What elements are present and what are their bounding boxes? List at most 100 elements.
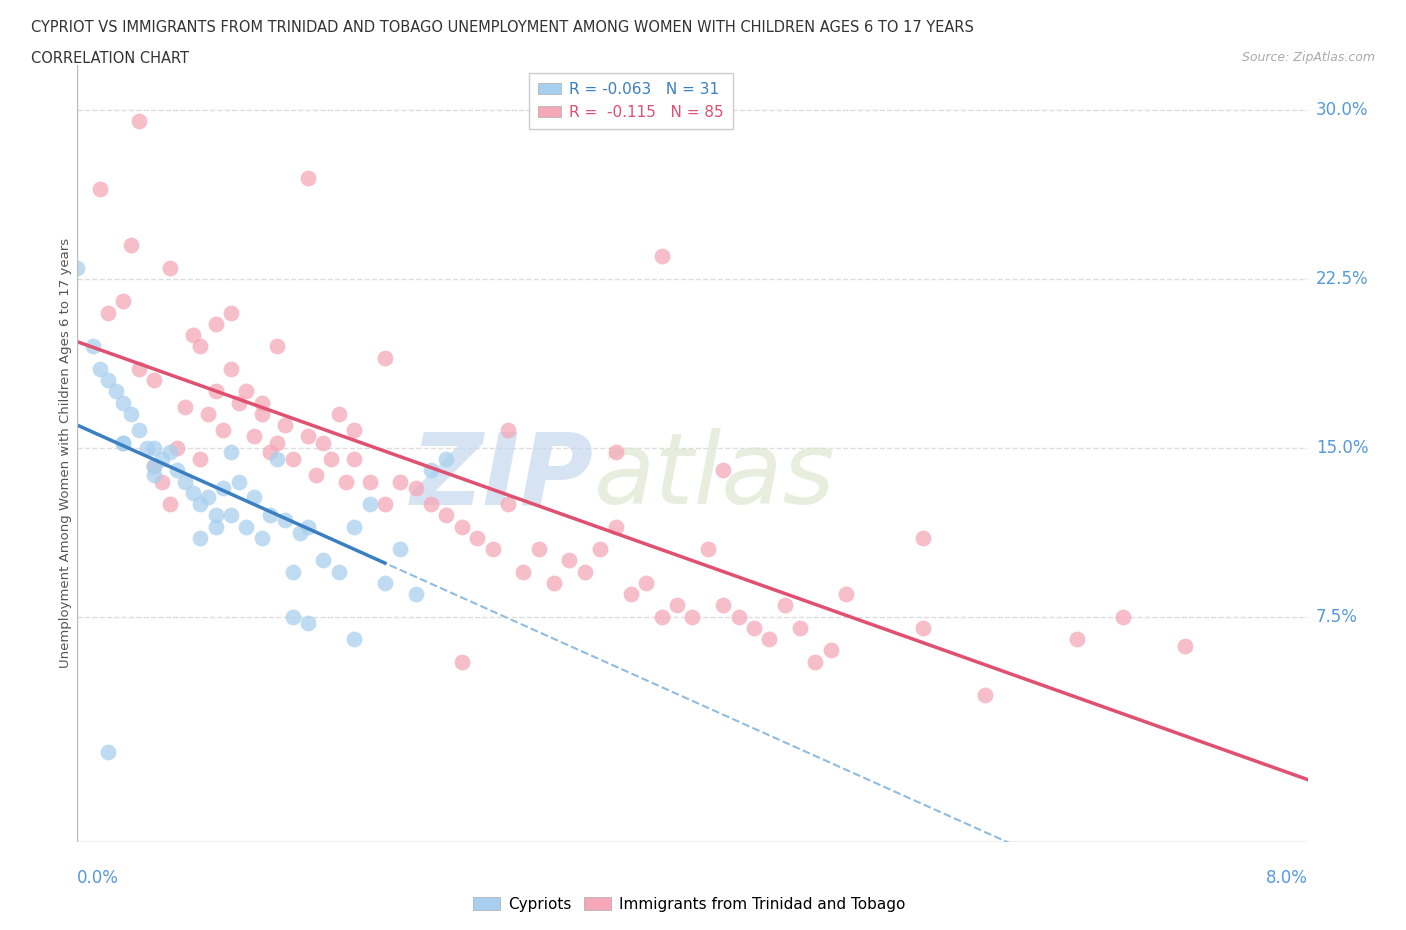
Text: Source: ZipAtlas.com: Source: ZipAtlas.com [1241,51,1375,64]
Point [197,406,219,421]
Point [651,249,673,264]
Point [143,440,166,455]
Point [188,339,212,354]
Point [82,339,104,354]
Point [297,519,319,534]
Point [711,463,734,478]
Point [450,654,472,669]
Point [219,362,242,377]
Point [589,541,612,556]
Point [696,541,718,556]
Point [143,373,166,388]
Point [343,519,366,534]
Point [420,497,443,512]
Point [789,620,811,635]
Point [159,445,181,459]
Point [328,406,350,421]
Text: 7.5%: 7.5% [1316,607,1358,626]
Point [212,422,235,437]
Point [420,463,443,478]
Point [436,508,458,523]
Point [374,497,396,512]
Point [228,474,250,489]
Point [243,429,266,444]
Point [235,384,257,399]
Point [496,422,519,437]
Point [104,384,127,399]
Y-axis label: Unemployment Among Women with Children Ages 6 to 17 years: Unemployment Among Women with Children A… [59,238,72,669]
Point [742,620,765,635]
Point [159,497,181,512]
Point [389,474,412,489]
Point [405,481,427,496]
Point [66,260,89,275]
Point [605,445,627,459]
Point [243,490,266,505]
Point [512,565,534,579]
Point [335,474,357,489]
Point [343,422,366,437]
Point [297,170,319,185]
Point [297,429,319,444]
Point [120,238,142,253]
Point [620,587,643,602]
Point [219,508,242,523]
Point [343,631,366,646]
Point [465,530,488,545]
Point [804,654,827,669]
Text: atlas: atlas [595,428,835,525]
Legend: Cypriots, Immigrants from Trinidad and Tobago: Cypriots, Immigrants from Trinidad and T… [467,890,911,918]
Point [305,467,328,482]
Point [405,587,427,602]
Point [266,339,288,354]
Point [820,643,842,658]
Point [228,395,250,410]
Point [450,519,472,534]
Point [143,458,166,473]
Point [636,576,658,591]
Point [605,519,627,534]
Point [159,260,181,275]
Point [112,395,135,410]
Point [112,436,135,451]
Point [143,467,166,482]
Point [481,541,503,556]
Point [543,576,565,591]
Point [436,452,458,467]
Point [496,497,519,512]
Point [266,452,288,467]
Point [181,485,204,500]
Point [143,458,166,473]
Text: 15.0%: 15.0% [1316,439,1368,457]
Point [212,481,235,496]
Point [574,565,596,579]
Point [89,362,111,377]
Text: CYPRIOT VS IMMIGRANTS FROM TRINIDAD AND TOBAGO UNEMPLOYMENT AMONG WOMEN WITH CHI: CYPRIOT VS IMMIGRANTS FROM TRINIDAD AND … [31,20,974,35]
Point [188,452,212,467]
Point [174,474,197,489]
Point [1112,609,1135,624]
Point [912,620,935,635]
Point [266,436,288,451]
Point [128,362,150,377]
Point [112,294,135,309]
Point [389,541,412,556]
Point [328,565,350,579]
Point [259,508,281,523]
Point [281,565,304,579]
Point [250,395,273,410]
Text: 0.0%: 0.0% [77,870,120,887]
Point [912,530,935,545]
Point [558,552,581,567]
Point [97,744,120,759]
Point [312,436,335,451]
Point [188,530,212,545]
Point [89,181,111,196]
Point [651,609,673,624]
Point [219,445,242,459]
Point [166,463,188,478]
Text: 8.0%: 8.0% [1265,870,1308,887]
Text: ZIP: ZIP [411,428,595,525]
Point [204,316,226,331]
Point [1066,631,1088,646]
